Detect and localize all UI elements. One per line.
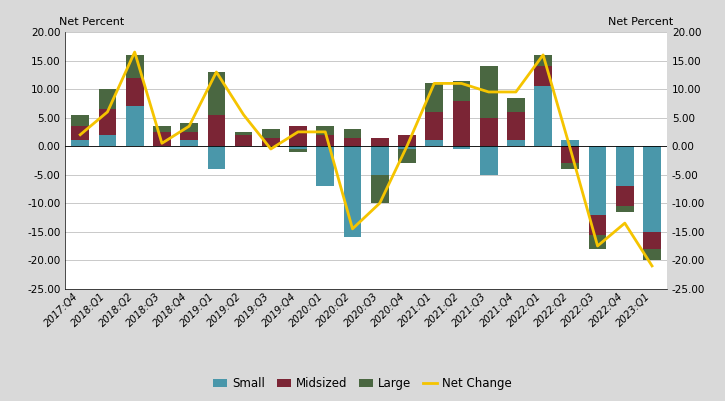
Bar bbox=[316, 146, 334, 186]
Bar bbox=[289, 149, 307, 152]
Bar bbox=[643, 146, 661, 232]
Bar bbox=[398, 149, 416, 163]
Bar bbox=[561, 146, 579, 163]
Bar bbox=[534, 86, 552, 146]
Bar bbox=[398, 135, 416, 146]
Bar bbox=[235, 132, 252, 135]
Bar bbox=[316, 126, 334, 135]
Bar bbox=[643, 249, 661, 260]
Bar bbox=[235, 135, 252, 146]
Bar bbox=[480, 146, 497, 175]
Bar bbox=[480, 66, 497, 117]
Bar bbox=[289, 126, 307, 146]
Bar bbox=[507, 98, 525, 112]
Bar bbox=[426, 83, 443, 112]
Bar bbox=[452, 101, 471, 146]
Bar bbox=[207, 146, 225, 169]
Bar bbox=[99, 89, 116, 109]
Bar bbox=[371, 146, 389, 175]
Bar bbox=[71, 126, 89, 140]
Bar bbox=[207, 72, 225, 115]
Legend: Small, Midsized, Large, Net Change: Small, Midsized, Large, Net Change bbox=[209, 373, 516, 395]
Bar bbox=[126, 78, 144, 106]
Bar bbox=[71, 140, 89, 146]
Bar bbox=[181, 132, 198, 140]
Bar bbox=[153, 126, 171, 132]
Bar bbox=[316, 135, 334, 146]
Bar bbox=[207, 115, 225, 146]
Bar bbox=[371, 138, 389, 146]
Bar bbox=[289, 146, 307, 149]
Bar bbox=[452, 146, 471, 149]
Bar bbox=[589, 215, 606, 235]
Bar bbox=[616, 146, 634, 186]
Text: Net Percent: Net Percent bbox=[608, 17, 673, 27]
Bar bbox=[616, 186, 634, 206]
Text: Net Percent: Net Percent bbox=[59, 17, 125, 27]
Bar bbox=[589, 235, 606, 249]
Bar bbox=[262, 138, 280, 146]
Bar bbox=[561, 140, 579, 146]
Bar bbox=[344, 146, 361, 237]
Bar bbox=[452, 81, 471, 101]
Bar bbox=[589, 146, 606, 215]
Bar bbox=[71, 115, 89, 126]
Bar bbox=[99, 135, 116, 146]
Bar bbox=[507, 140, 525, 146]
Bar bbox=[126, 106, 144, 146]
Bar bbox=[426, 112, 443, 140]
Bar bbox=[344, 129, 361, 138]
Bar bbox=[480, 117, 497, 146]
Bar bbox=[561, 163, 579, 169]
Bar bbox=[181, 140, 198, 146]
Bar bbox=[262, 129, 280, 138]
Bar bbox=[616, 206, 634, 212]
Bar bbox=[534, 55, 552, 66]
Bar bbox=[643, 232, 661, 249]
Bar bbox=[534, 66, 552, 86]
Bar bbox=[371, 175, 389, 203]
Bar bbox=[126, 55, 144, 78]
Bar bbox=[398, 146, 416, 149]
Bar bbox=[507, 112, 525, 140]
Bar bbox=[426, 140, 443, 146]
Bar bbox=[153, 132, 171, 146]
Bar bbox=[344, 138, 361, 146]
Bar bbox=[181, 124, 198, 132]
Bar bbox=[99, 109, 116, 135]
